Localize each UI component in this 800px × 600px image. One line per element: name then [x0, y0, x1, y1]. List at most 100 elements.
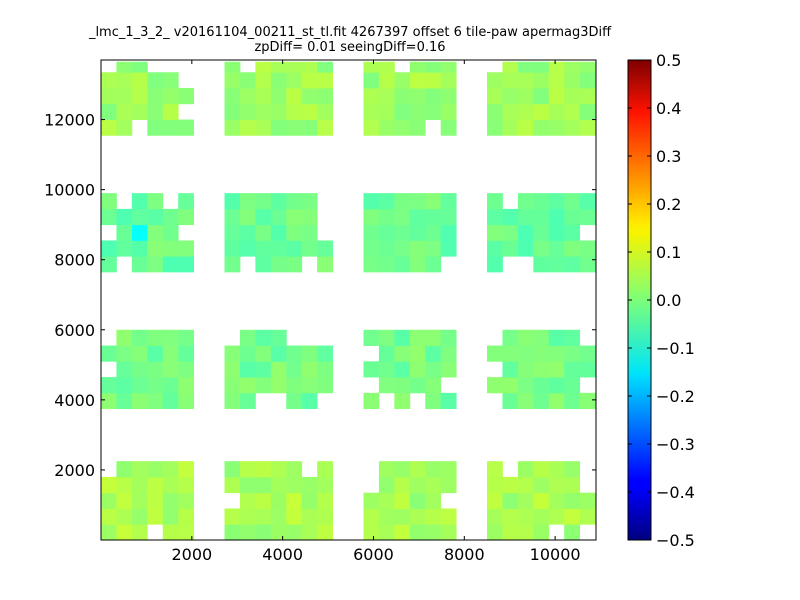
heatmap-cell — [162, 329, 179, 346]
colorbar-axis: −0.5 −0.4 −0.3 −0.2 −0.1 0.0 0.1 0.2 0.3 0.4 0.5 — [628, 51, 695, 550]
heatmap-cell — [301, 508, 318, 525]
heatmap-cell — [317, 508, 334, 525]
heatmap-cell — [162, 240, 179, 257]
heatmap-cell — [533, 72, 550, 89]
heatmap-cell — [131, 377, 148, 394]
heatmap-cell — [363, 392, 380, 410]
heatmap-cell — [255, 361, 272, 378]
heatmap-cell — [270, 72, 287, 89]
heatmap-cell — [270, 88, 287, 105]
heatmap-cell — [409, 345, 426, 362]
heatmap-cell — [517, 361, 534, 378]
heatmap-cell — [363, 193, 380, 210]
heatmap-cell — [301, 119, 318, 136]
heatmap-cell — [409, 492, 426, 509]
heatmap-cell — [116, 361, 133, 378]
heatmap-cell — [301, 224, 318, 241]
heatmap-cell — [533, 208, 550, 226]
heatmap-cell — [224, 208, 241, 226]
colorbar-tick-label: −0.1 — [656, 339, 695, 358]
heatmap-cell — [255, 256, 272, 273]
heatmap-cell — [270, 361, 287, 378]
heatmap-cell — [425, 524, 442, 541]
heatmap-cell — [487, 524, 503, 541]
heatmap-cell — [533, 329, 550, 346]
heatmap-cell — [548, 492, 565, 509]
y-axis: 2000 4000 6000 8000 10000 12000 — [44, 111, 596, 480]
heatmap-cell — [286, 88, 303, 105]
heatmap-cell — [502, 119, 519, 136]
heatmap-cell — [301, 392, 318, 410]
heatmap-cell — [101, 524, 117, 541]
heatmap-cell — [224, 72, 241, 89]
heatmap-cell — [224, 119, 241, 136]
heatmap-cell — [116, 103, 133, 120]
heatmap-cell — [378, 492, 395, 509]
heatmap-cell — [286, 119, 303, 136]
heatmap-cell — [487, 119, 503, 136]
heatmap-cell — [394, 524, 411, 541]
heatmap-cell — [533, 193, 550, 210]
heatmap-cell — [378, 508, 395, 525]
heatmap-cell — [147, 361, 164, 378]
heatmap-cell — [363, 361, 380, 378]
heatmap-cell — [517, 377, 534, 394]
heatmap-cell — [378, 208, 395, 226]
heatmap-cell — [409, 524, 426, 541]
colorbar-tick-label: −0.4 — [656, 483, 695, 502]
heatmap-cell — [579, 119, 596, 136]
heatmap-cell — [533, 377, 550, 394]
heatmap-cell — [270, 208, 287, 226]
colorbar-tick-label: 0.0 — [656, 291, 681, 310]
heatmap-cell — [517, 208, 534, 226]
heatmap-cell — [502, 224, 519, 241]
heatmap-cell — [286, 492, 303, 509]
heatmap-cell — [487, 208, 503, 226]
y-tick-label: 12000 — [44, 111, 95, 130]
heatmap-cell — [301, 88, 318, 105]
heatmap-cell — [224, 361, 241, 378]
heatmap-cell — [533, 476, 550, 494]
heatmap-cell — [409, 224, 426, 241]
heatmap-cell — [270, 240, 287, 257]
colorbar-tick-label: 0.2 — [656, 195, 681, 214]
heatmap-cell — [286, 392, 303, 410]
heatmap-cell — [378, 61, 395, 73]
heatmap-cell — [579, 240, 596, 257]
heatmap-cell — [301, 208, 318, 226]
heatmap-cell — [116, 461, 133, 478]
heatmap-cell — [286, 345, 303, 362]
heatmap-cell — [487, 103, 503, 120]
heatmap-cell — [116, 72, 133, 89]
heatmap-cell — [487, 345, 503, 362]
heatmap-cell — [363, 61, 380, 73]
heatmap-cell — [394, 224, 411, 241]
heatmap-cell — [147, 224, 164, 241]
heatmap-cell — [440, 88, 457, 105]
heatmap-cell — [487, 256, 503, 273]
heatmap-cell — [363, 329, 380, 346]
colorbar-tick-label: −0.5 — [656, 531, 695, 550]
heatmap-cell — [317, 72, 334, 89]
heatmap-cell — [378, 329, 395, 346]
heatmap-cell — [425, 345, 442, 362]
heatmap-cell — [239, 461, 256, 478]
heatmap-cell — [147, 377, 164, 394]
heatmap-cell — [101, 72, 117, 89]
heatmap-cell — [548, 476, 565, 494]
heatmap-cell — [301, 524, 318, 541]
heatmap-cell — [147, 103, 164, 120]
y-tick-label: 8000 — [54, 251, 95, 270]
heatmap-cell — [286, 208, 303, 226]
heatmap-cell — [178, 377, 195, 394]
heatmap-cell — [162, 72, 179, 89]
heatmap-cell — [548, 61, 565, 73]
heatmap-cell — [394, 103, 411, 120]
heatmap-cell — [425, 492, 442, 509]
heatmap-cell — [116, 508, 133, 525]
heatmap-cell — [317, 476, 334, 494]
heatmap-cell — [101, 103, 117, 120]
heatmap-cell — [502, 329, 519, 346]
heatmap-cell — [317, 524, 334, 541]
heatmap-cell — [363, 103, 380, 120]
